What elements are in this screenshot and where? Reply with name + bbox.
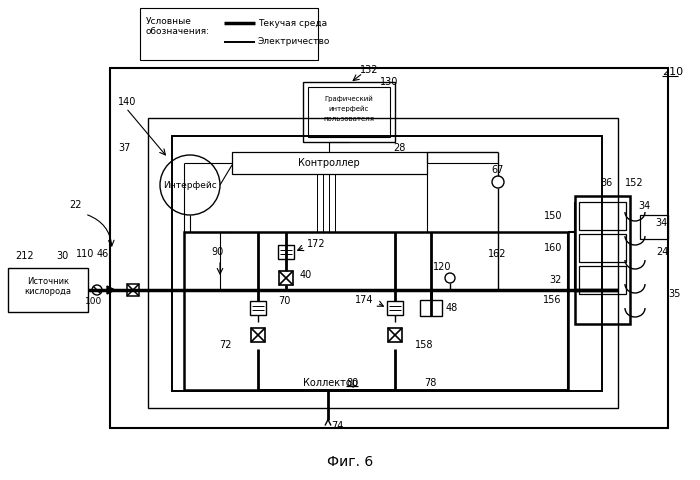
Bar [388,328,402,342]
Polygon shape [107,286,115,294]
Text: интерфейс: интерфейс [329,106,369,112]
Text: Коллектор: Коллектор [303,378,358,388]
Bar [250,301,266,315]
Text: Контроллер: Контроллер [298,158,360,168]
Text: Интерфейс: Интерфейс [163,180,217,190]
Bar [184,232,568,390]
Bar [387,301,403,315]
Text: 140: 140 [118,97,136,107]
Bar [579,266,626,294]
Bar [172,136,602,391]
Bar [420,300,442,316]
Text: 150: 150 [543,211,562,221]
Bar [251,328,265,342]
Text: 48: 48 [446,303,459,313]
Text: 46: 46 [97,249,109,259]
Bar [232,152,427,174]
Text: 100: 100 [85,298,103,307]
Bar [278,245,294,259]
Text: 158: 158 [415,340,433,350]
Text: 172: 172 [307,239,326,249]
Bar [140,8,318,60]
Text: 80: 80 [346,378,358,388]
Bar [303,82,395,142]
Text: 22: 22 [69,200,82,210]
Text: обозначения:: обозначения: [146,27,210,36]
Bar [579,202,626,230]
Text: 37: 37 [118,143,130,153]
Text: Графический: Графический [325,96,373,102]
Text: Источник: Источник [27,276,69,286]
Text: 34: 34 [638,201,650,211]
Text: 72: 72 [220,340,232,350]
Text: 34: 34 [655,218,667,228]
Text: 32: 32 [550,275,562,285]
Text: 160: 160 [544,243,562,253]
Text: 70: 70 [278,296,290,306]
Text: пользователя: пользователя [323,116,375,122]
Text: Текучая среда: Текучая среда [258,19,327,27]
Bar [8,268,88,312]
Text: 24: 24 [656,247,668,257]
Text: 78: 78 [424,378,436,388]
Bar [640,215,668,239]
Bar [279,271,293,285]
Text: Электричество: Электричество [258,37,330,47]
Text: Условные: Условные [146,16,192,25]
Text: 162: 162 [488,249,507,259]
Text: 210: 210 [662,67,683,77]
Text: 132: 132 [360,65,379,75]
Text: 35: 35 [668,289,680,299]
Text: 212: 212 [15,251,34,261]
Bar [579,234,626,262]
Text: кислорода: кислорода [25,288,71,297]
Bar [308,87,390,137]
Bar [575,196,630,324]
Text: 40: 40 [300,270,312,280]
Bar [110,68,668,428]
Text: 130: 130 [380,77,398,87]
Text: 156: 156 [543,295,561,305]
Text: 120: 120 [433,262,452,272]
Text: 90: 90 [212,247,224,257]
Text: 174: 174 [354,295,373,305]
Bar [148,118,618,408]
Text: 67: 67 [492,165,504,175]
Text: 152: 152 [625,178,643,188]
Text: 74: 74 [331,421,344,431]
Text: 110: 110 [76,249,94,259]
Text: 36: 36 [600,178,612,188]
Bar [127,284,139,296]
Text: Фиг. 6: Фиг. 6 [327,455,373,469]
Text: 30: 30 [56,251,68,261]
Text: 28: 28 [393,143,405,153]
